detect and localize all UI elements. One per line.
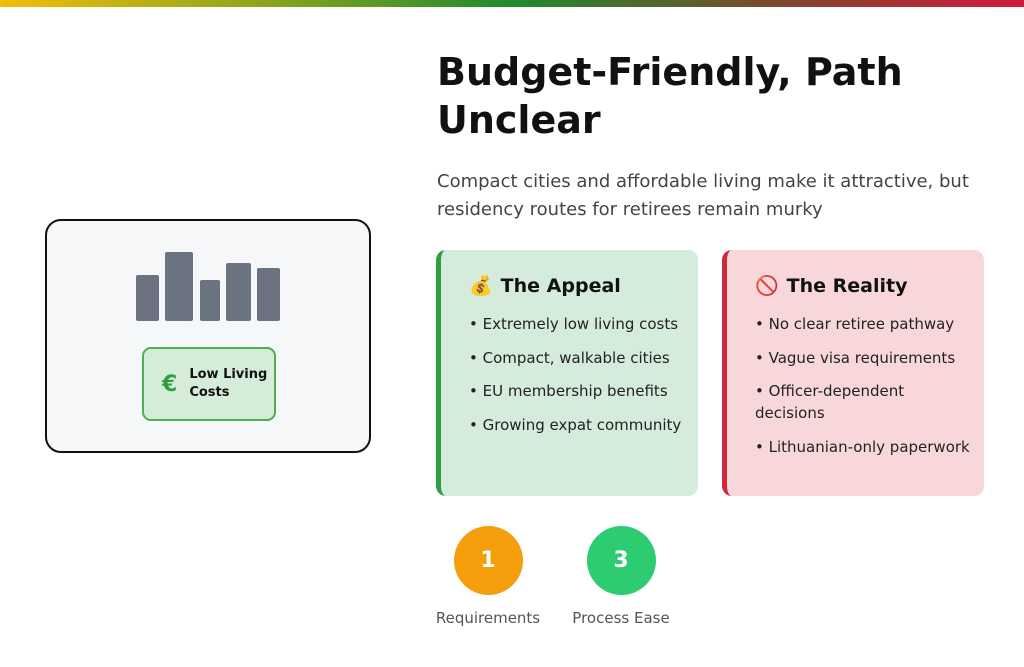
requirements-score: 1: [453, 526, 523, 595]
bar: [165, 252, 193, 321]
list-item: EU membership benefits: [469, 380, 698, 402]
visual-card: € Low Living Costs: [45, 219, 371, 453]
bar: [136, 275, 159, 321]
appeal-title: The Appeal: [500, 274, 621, 297]
euro-icon: €: [162, 371, 178, 397]
process-ease-score: 3: [586, 526, 656, 595]
gradient-top-bar: [0, 0, 1024, 7]
stat-process-ease: 3 Process Ease: [561, 526, 681, 627]
badge-label: Low Living Costs: [189, 367, 268, 400]
list-item: Lithuanian-only paperwork: [755, 436, 984, 458]
list-item: No clear retiree pathway: [755, 313, 984, 335]
list-item: Growing expat community: [469, 414, 698, 436]
stat-label: Requirements: [435, 609, 541, 627]
page-subtitle: Compact cities and affordable living mak…: [437, 171, 969, 220]
list-item: Compact, walkable cities: [469, 347, 698, 369]
bar: [257, 268, 280, 321]
appeal-card: 💰 The Appeal Extremely low living costs C…: [436, 250, 698, 496]
list-item: Extremely low living costs: [469, 313, 698, 335]
money-bag-icon: 💰: [469, 275, 493, 297]
stat-label: Process Ease: [572, 609, 670, 627]
list-item: Officer-dependent decisions: [755, 380, 984, 424]
reality-card: 🚫 The Reality No clear retiree pathway Va…: [722, 250, 984, 496]
stat-requirements: 1 Requirements: [428, 526, 548, 627]
bar: [226, 263, 251, 321]
bar: [200, 280, 220, 321]
page-title: Budget-Friendly, Path Unclear: [437, 50, 903, 142]
low-living-costs-badge: € Low Living Costs: [142, 347, 276, 421]
list-item: Vague visa requirements: [755, 347, 984, 369]
prohibited-icon: 🚫: [755, 275, 779, 297]
reality-title: The Reality: [786, 274, 908, 297]
